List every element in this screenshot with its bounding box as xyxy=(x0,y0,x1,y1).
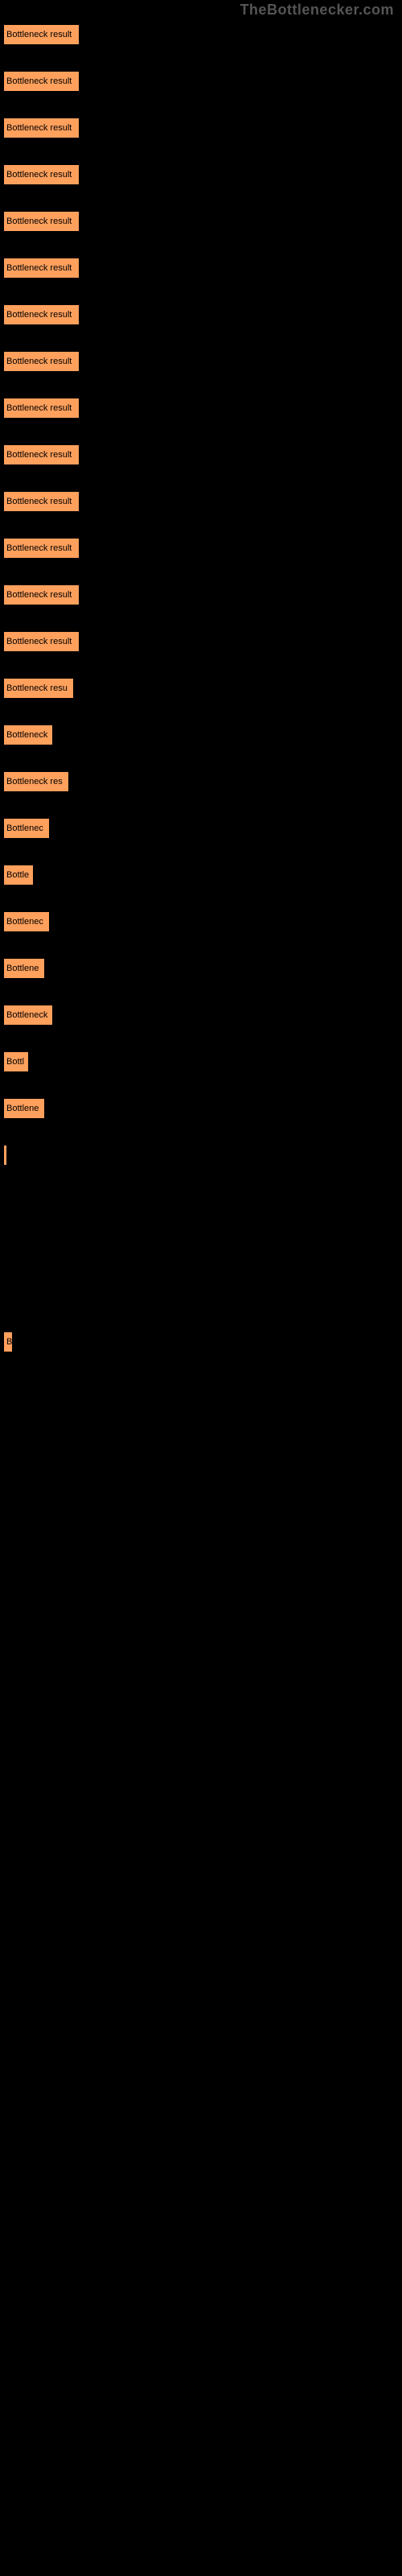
bar-row: Bottleneck result xyxy=(3,398,402,419)
bar-label: Bottleneck xyxy=(6,1010,47,1020)
bar-label: Bottleneck result xyxy=(6,263,72,273)
bar-label: Bottleneck result xyxy=(6,357,72,366)
bar-label: Bottleneck result xyxy=(6,450,72,460)
bar-row: Bottleneck result xyxy=(3,164,402,185)
bar: Bottlene xyxy=(3,958,45,979)
bar-row xyxy=(3,1285,402,1306)
bar: Bottleneck result xyxy=(3,258,80,279)
bar-label: Bottleneck result xyxy=(6,590,72,600)
bar-row: Bottleneck result xyxy=(3,258,402,279)
bar-label: Bottleneck result xyxy=(6,170,72,180)
bar-row: Bottlene xyxy=(3,1098,402,1119)
bar-label: Bottleneck result xyxy=(6,497,72,506)
bar: Bottlenec xyxy=(3,818,50,839)
bar: B xyxy=(3,1331,13,1352)
bar-label: Bottleneck xyxy=(6,730,47,740)
bar-label: Bottleneck result xyxy=(6,76,72,86)
bar: Bottleneck result xyxy=(3,304,80,325)
bar: Bottleneck result xyxy=(3,24,80,45)
bar-row: Bottleneck result xyxy=(3,584,402,605)
bar-label: Bottleneck result xyxy=(6,637,72,646)
bar-row: Bottleneck result xyxy=(3,631,402,652)
bar: Bottle xyxy=(3,865,34,886)
bar-row: Bottle xyxy=(3,865,402,886)
bar-row: Bottleneck result xyxy=(3,118,402,138)
bar: Bottleneck result xyxy=(3,444,80,465)
bar: Bottleneck result xyxy=(3,538,80,559)
bar-label: Bottlenec xyxy=(6,917,43,927)
bar-label: Bottleneck result xyxy=(6,543,72,553)
bar-row: Bottleneck xyxy=(3,1005,402,1026)
bar-label: Bottlene xyxy=(6,964,39,973)
bar-row: Bottl xyxy=(3,1051,402,1072)
bar-row: Bottlene xyxy=(3,958,402,979)
bar-row: Bottleneck xyxy=(3,724,402,745)
bar-row: Bottleneck result xyxy=(3,71,402,92)
bar: Bottleneck xyxy=(3,1005,53,1026)
bar-row: Bottleneck result xyxy=(3,351,402,372)
bar-row: B xyxy=(3,1331,402,1352)
bar-row: Bottleneck result xyxy=(3,444,402,465)
bar-label: Bottleneck result xyxy=(6,403,72,413)
bar: Bottleneck result xyxy=(3,584,80,605)
bar-label: Bottlene xyxy=(6,1104,39,1113)
bar: Bottleneck resu xyxy=(3,678,74,699)
bar: Bottleneck result xyxy=(3,351,80,372)
bar: Bottlene xyxy=(3,1098,45,1119)
bar: Bottleneck result xyxy=(3,631,80,652)
bar-label: B xyxy=(6,1337,12,1347)
bar: Bottleneck result xyxy=(3,398,80,419)
bar-row: Bottleneck resu xyxy=(3,678,402,699)
bar-label: Bottleneck result xyxy=(6,310,72,320)
bar: Bottleneck result xyxy=(3,211,80,232)
bar-row xyxy=(3,1191,402,1212)
bar-row: Bottlenec xyxy=(3,911,402,932)
chart-container: Bottleneck result Bottleneck result Bottle… xyxy=(0,0,402,1352)
bar-row: Bottleneck result xyxy=(3,211,402,232)
bar-row: Bottlenec xyxy=(3,818,402,839)
bar-row: Bottleneck result xyxy=(3,24,402,45)
watermark-text: TheBottlenecker.com xyxy=(240,2,394,19)
bar: Bottleneck result xyxy=(3,118,80,138)
bar-row: Bottleneck res xyxy=(3,771,402,792)
bar-label: Bottleneck res xyxy=(6,777,63,786)
bar-row: Bottleneck result xyxy=(3,304,402,325)
bar xyxy=(3,1145,7,1166)
bar: Bottleneck result xyxy=(3,164,80,185)
bar-label: Bottleneck resu xyxy=(6,683,68,693)
bar: Bottleneck xyxy=(3,724,53,745)
bar-label: Bottleneck result xyxy=(6,30,72,39)
bar: Bottleneck result xyxy=(3,491,80,512)
bar: Bottleneck res xyxy=(3,771,69,792)
bar-row xyxy=(3,1145,402,1166)
bar-label: Bottleneck result xyxy=(6,217,72,226)
bar-label: Bottleneck result xyxy=(6,123,72,133)
bar-row xyxy=(3,1238,402,1259)
bar: Bottl xyxy=(3,1051,29,1072)
bar-row: Bottleneck result xyxy=(3,538,402,559)
bar-label: Bottlenec xyxy=(6,824,43,833)
bar-label: Bottle xyxy=(6,870,29,880)
bar: Bottlenec xyxy=(3,911,50,932)
bar-label: Bottl xyxy=(6,1057,24,1067)
bar-row: Bottleneck result xyxy=(3,491,402,512)
bar: Bottleneck result xyxy=(3,71,80,92)
